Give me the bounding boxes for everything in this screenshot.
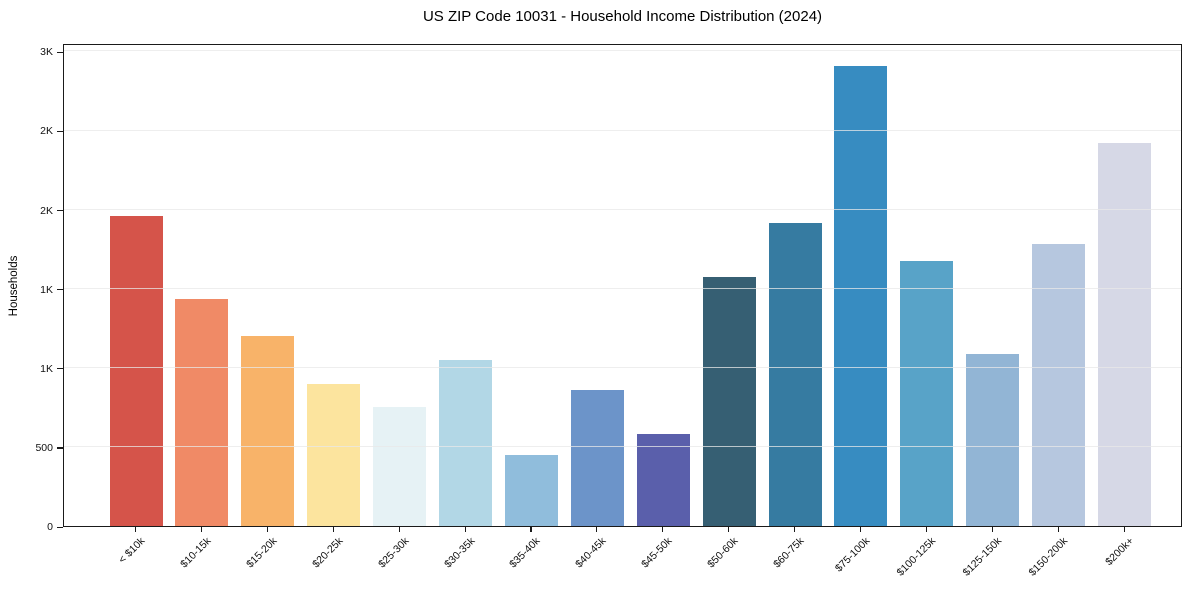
y-tick-mark — [57, 368, 63, 370]
bar — [1032, 244, 1086, 526]
bar — [439, 360, 492, 526]
x-tick-label: $45-50k — [639, 535, 675, 571]
x-tick-mark — [662, 527, 664, 532]
x-tick-mark — [859, 527, 862, 532]
x-tick-mark — [794, 527, 796, 532]
y-tick-label: 3K — [40, 46, 53, 59]
y-tick-label: 500 — [35, 441, 53, 454]
x-tick-label: $30-35k — [441, 535, 477, 571]
bar — [307, 383, 361, 526]
chart-title: US ZIP Code 10031 - Household Income Dis… — [422, 8, 823, 25]
bar — [175, 298, 229, 526]
bar — [768, 222, 822, 526]
x-tick-mark — [991, 527, 993, 532]
bar — [834, 66, 888, 526]
bar — [1098, 142, 1151, 526]
y-tick-mark — [57, 526, 63, 528]
x-tick-label: $50-60k — [705, 535, 741, 571]
gridline — [64, 287, 1181, 289]
bar — [109, 216, 163, 526]
bar — [636, 433, 690, 526]
x-tick-label: $25-30k — [375, 535, 412, 571]
x-tick-mark — [1123, 527, 1125, 532]
bar — [900, 260, 954, 526]
x-tick-label: $20-25k — [309, 535, 346, 571]
y-tick-mark — [57, 447, 63, 449]
x-tick-mark — [728, 527, 730, 532]
gridline — [64, 208, 1181, 210]
x-tick-label: $40-45k — [573, 535, 609, 571]
x-tick-mark — [200, 527, 203, 532]
y-tick-mark — [57, 51, 63, 54]
x-tick-label: $150-200k — [1026, 535, 1071, 579]
x-tick-label: $100-125k — [894, 535, 939, 579]
x-tick-mark — [1057, 527, 1059, 532]
x-tick-label: < $10k — [116, 535, 148, 566]
x-tick-label: $125-150k — [960, 535, 1005, 579]
x-tick-mark — [135, 527, 137, 532]
x-tick-mark — [398, 527, 400, 532]
bar — [966, 354, 1020, 526]
y-tick-mark — [57, 130, 63, 133]
y-tick-mark — [57, 210, 63, 212]
plot-area — [63, 44, 1182, 527]
y-tick-label: 2K — [40, 204, 53, 217]
bar — [702, 276, 756, 526]
x-tick-mark — [925, 527, 927, 532]
y-tick-mark — [57, 289, 63, 291]
x-tick-mark — [530, 527, 532, 532]
x-tick-label: $75-100k — [832, 535, 873, 575]
y-tick-label: 1K — [40, 283, 53, 296]
x-tick-mark — [266, 527, 268, 532]
y-tick-label: 0 — [47, 521, 53, 533]
x-tick-label: $35-40k — [507, 535, 543, 571]
bar — [570, 389, 624, 526]
gridline — [64, 129, 1181, 131]
bar — [504, 455, 558, 526]
x-tick-mark — [464, 527, 466, 532]
x-tick-label: $15-20k — [243, 535, 280, 571]
x-tick-mark — [596, 527, 598, 532]
x-tick-label: $60-75k — [771, 535, 807, 571]
bar — [241, 336, 295, 526]
y-tick-label: 1K — [40, 362, 53, 375]
x-tick-label: $200k+ — [1102, 535, 1136, 569]
x-tick-label: $10-15k — [178, 535, 214, 571]
y-tick-label: 2K — [40, 125, 53, 138]
gridline — [64, 50, 1181, 52]
bar — [373, 406, 427, 526]
x-tick-mark — [332, 527, 334, 532]
